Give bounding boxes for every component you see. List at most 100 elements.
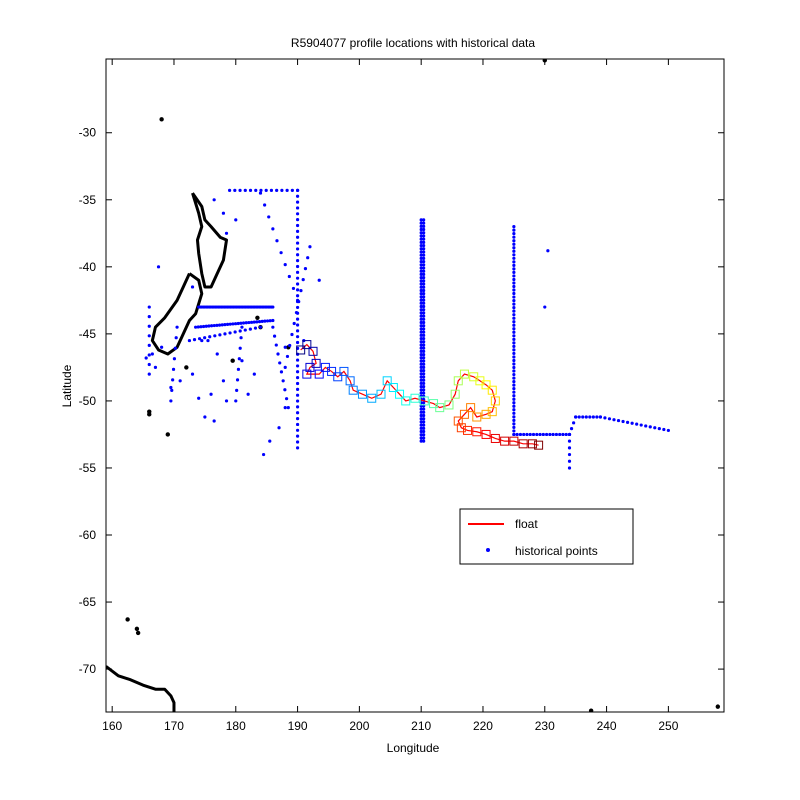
historical-point — [512, 309, 516, 313]
historical-point — [236, 367, 241, 371]
historical-point — [281, 379, 285, 383]
historical-point — [233, 322, 238, 326]
coastline-line — [106, 665, 176, 712]
coastline-point — [588, 708, 594, 712]
historical-point — [295, 440, 300, 444]
historical-point — [419, 266, 423, 270]
float-profile-marker — [395, 389, 405, 399]
historical-point — [200, 338, 204, 343]
historical-point — [522, 432, 526, 437]
historical-point — [422, 365, 426, 369]
float-profile-marker — [487, 385, 497, 395]
historical-point — [203, 336, 207, 340]
historical-point — [215, 352, 219, 356]
historical-point — [215, 323, 219, 327]
x-tick-label: 250 — [658, 719, 678, 733]
historical-point — [239, 336, 243, 340]
historical-point — [635, 422, 639, 426]
historical-point — [422, 420, 426, 424]
historical-point — [295, 305, 300, 310]
historical-point — [630, 421, 634, 425]
historical-point — [267, 215, 271, 219]
historical-point — [419, 259, 423, 264]
historical-point — [231, 322, 235, 326]
y-tick-label: -70 — [79, 662, 97, 676]
historical-point — [268, 439, 272, 443]
historical-point — [422, 381, 426, 386]
historical-point — [512, 284, 516, 289]
coastline-line — [150, 272, 204, 356]
historical-point — [512, 401, 516, 405]
historical-point — [306, 256, 310, 260]
historical-point — [286, 406, 290, 410]
historical-point — [422, 407, 426, 411]
historical-point — [419, 385, 423, 389]
historical-point — [279, 251, 283, 255]
historical-point — [147, 334, 151, 338]
historical-point — [512, 306, 516, 310]
historical-point — [209, 392, 213, 396]
historical-point — [419, 423, 423, 427]
historical-point — [295, 428, 300, 432]
historical-point — [512, 274, 516, 278]
historical-point — [283, 262, 287, 267]
float-profile-marker — [459, 409, 469, 419]
historical-point — [512, 302, 516, 306]
historical-point — [295, 241, 300, 245]
historical-point — [512, 256, 516, 260]
historical-point — [295, 376, 300, 380]
historical-point — [662, 427, 666, 432]
historical-point — [419, 417, 423, 421]
historical-point — [512, 263, 516, 267]
historical-point — [295, 206, 300, 210]
historical-point — [169, 385, 173, 390]
historical-point — [203, 415, 207, 419]
historical-point — [419, 327, 423, 331]
historical-point — [271, 325, 275, 329]
historical-point — [419, 391, 423, 395]
float-profile-marker — [348, 385, 358, 395]
historical-point — [422, 250, 426, 254]
historical-point — [295, 294, 300, 298]
historical-point — [419, 256, 423, 260]
historical-point — [271, 227, 275, 231]
historical-point — [255, 320, 259, 324]
historical-point — [147, 353, 151, 357]
historical-point — [512, 232, 516, 236]
historical-point — [419, 378, 423, 382]
historical-point — [512, 411, 516, 415]
historical-point — [283, 365, 287, 369]
historical-point — [512, 383, 516, 387]
historical-point — [279, 370, 284, 374]
float-profile-marker — [466, 403, 476, 413]
historical-point — [199, 325, 203, 329]
historical-point — [272, 334, 277, 338]
historical-point — [303, 267, 308, 271]
coastline-point — [135, 630, 141, 636]
historical-point — [419, 276, 423, 280]
historical-point — [544, 432, 549, 437]
historical-point — [295, 335, 300, 339]
historical-point — [512, 376, 516, 380]
historical-point — [422, 317, 426, 321]
historical-point — [422, 298, 426, 302]
historical-point — [248, 188, 253, 193]
historical-point — [228, 331, 232, 335]
historical-point — [419, 429, 423, 434]
historical-point — [653, 426, 657, 430]
historical-point — [648, 425, 652, 429]
historical-point — [422, 349, 426, 353]
historical-point — [621, 419, 625, 424]
historical-point — [194, 325, 198, 329]
y-tick-label: -60 — [79, 528, 97, 542]
historical-point — [295, 399, 300, 403]
historical-point — [422, 388, 426, 392]
historical-point — [419, 253, 423, 257]
historical-point — [422, 276, 426, 280]
historical-point — [240, 359, 244, 363]
float-profile-marker — [367, 393, 377, 403]
historical-point — [419, 311, 423, 315]
historical-point — [295, 434, 300, 438]
historical-point — [295, 188, 300, 193]
